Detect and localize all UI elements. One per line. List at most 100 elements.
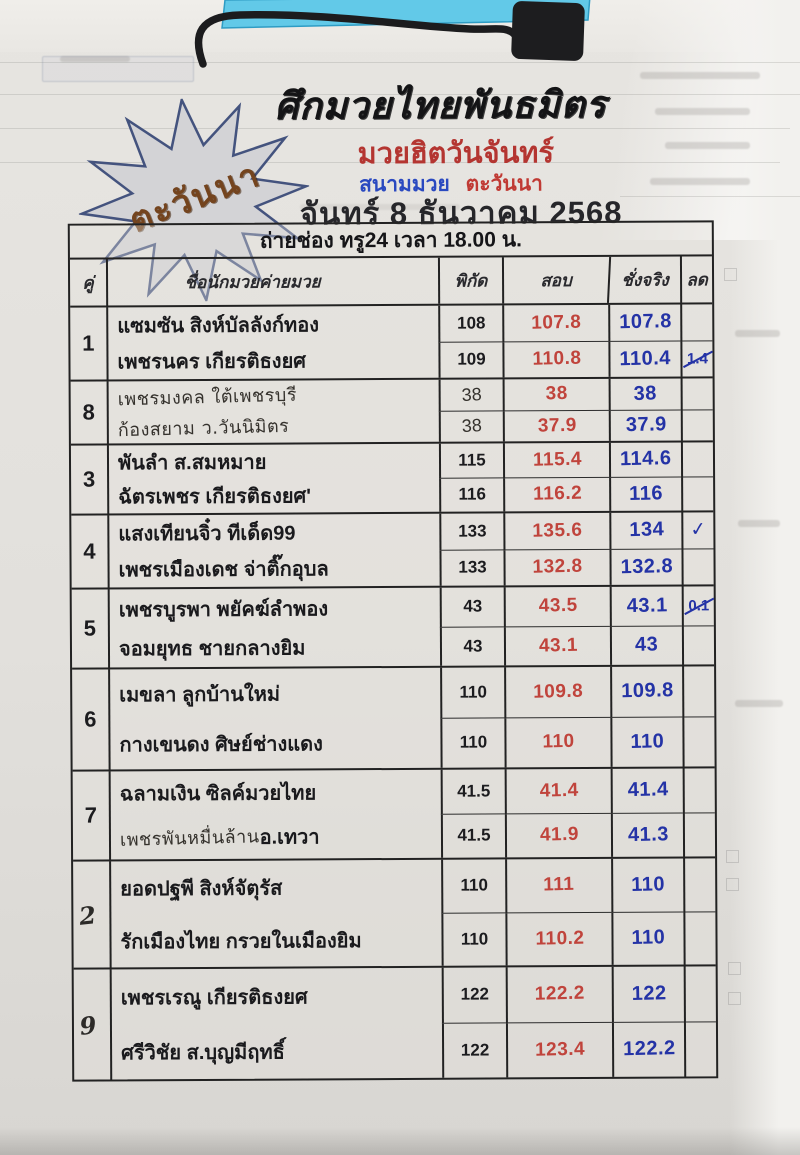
ghost-checkbox: [726, 878, 739, 891]
pair-number: 3: [82, 466, 96, 492]
trial-weight-value: 41.9: [539, 823, 579, 846]
cut-cell: [682, 768, 715, 813]
limit-cell: 43: [439, 626, 505, 666]
trial-weight-cell: 122.2: [505, 966, 612, 1023]
fighter-names-cell: เพชรเรณู เกียรติธงยศ ศรีวิชัย ส.บุญมีฤทธิ…: [109, 967, 443, 1080]
cut-value: 1.4: [685, 349, 710, 368]
fighter-name-printed: อ.เทวา: [259, 826, 320, 849]
ghost-text: [640, 72, 760, 79]
weight-cells: 110 111 110 110 110.2 110: [441, 858, 716, 966]
limit-value: 116: [458, 484, 486, 504]
pair-row: 6 เมขลา ลูกบ้านใหม่ กางเขนดง ศิษย์ช่างแดง 1…: [72, 666, 715, 772]
pair-number: 1: [82, 330, 95, 356]
fighter-name: เพชรพันหมื่นล้าน อ.เทวา: [111, 814, 441, 860]
official-weight-value: 134: [628, 518, 665, 542]
trial-weight-value: 110.8: [531, 347, 582, 370]
weight-cells: 133 135.6 134 ✓ 133 132.8 132.8: [439, 512, 714, 586]
ghost-text: [665, 142, 750, 149]
fighter-name: ฉัตรเพชร เกียรติธงยศ': [109, 478, 439, 514]
fighter-name: เพชรมงคล ใต้เพชรบุรี: [109, 380, 439, 413]
limit-value: 122: [460, 1040, 490, 1060]
fighter-names-cell: แซมซัน สิงห์บัลลังก์ทอง เพชรนคร เกียรติธง…: [106, 305, 439, 380]
trial-weight-cell: 107.8: [502, 304, 609, 342]
pair-number: 6: [84, 706, 97, 732]
fighter-names-cell: ฉลามเงิน ซิลค์มวยไทย เพชรพันหมื่นล้าน อ.เท…: [108, 769, 442, 860]
official-weight-value: 109.8: [620, 679, 674, 703]
fighter-name: กางเขนดง ศิษย์ช่างแดง: [110, 718, 440, 770]
trial-weight-value: 107.8: [531, 311, 582, 334]
fighter-name: ฉลามเงิน ซิลค์มวยไทย: [111, 770, 441, 816]
ghost-checkbox: [724, 268, 737, 281]
fighter-name: เพชรบูรพา พยัคฆ์ลำพอง: [110, 588, 440, 629]
trial-weight-cell: 135.6: [503, 512, 610, 550]
official-weight-cell: 114.6: [608, 442, 682, 478]
fighter-name-printed: ฉัตรเพชร เกียรติธงยศ': [118, 485, 312, 509]
limit-value: 38: [461, 415, 483, 437]
official-weight-cell: 122: [611, 966, 684, 1023]
pair-row: 8 เพชรมงคล ใต้เพชรบุรี ก้องสยาม ว.วันนิมิต…: [70, 378, 713, 446]
trial-weight-cell: 38: [502, 378, 609, 411]
fighter-name-printed: ยอดปฐพี สิงห์จัตุรัส: [120, 877, 283, 900]
limit-value: 38: [461, 383, 483, 405]
trial-weight-value: 116.2: [532, 482, 582, 505]
fighter-name: พันลำ ส.สมหมาย: [109, 444, 439, 480]
weight-cells: 108 107.8 107.8 109 110.8 110.4 1.4: [438, 304, 713, 378]
cut-cell: [681, 476, 714, 511]
fighter-names-cell: พันลำ ส.สมหมายฉัตรเพชร เกียรติธงยศ': [106, 443, 440, 514]
limit-value: 133: [458, 521, 487, 541]
official-weight-value: 43: [635, 633, 659, 657]
limit-cell: 115: [438, 443, 504, 479]
cut-cell: [683, 911, 716, 965]
check-mark: ✓: [689, 518, 708, 542]
ghost-rule: [0, 62, 800, 63]
trial-weight-value: 115.4: [532, 448, 582, 471]
fighter-name: ก้องสยาม ว.วันนิมิตร: [109, 411, 439, 444]
fighter-name: ยอดปฐพี สิงห์จัตุรัส: [111, 860, 441, 915]
ghost-rule: [0, 162, 780, 163]
fighter-names-cell: ยอดปฐพี สิงห์จัตุรัส รักเมืองไทย กรวยในเม…: [109, 859, 442, 968]
limit-value: 43: [463, 636, 483, 656]
fighter-name: เพชรเมืองเดช จ่าติ๊กอุบล: [109, 550, 439, 588]
cut-cell: [680, 378, 713, 410]
limit-cell: 133: [439, 549, 504, 586]
col-boxer-camp: ชื่อนักมวย ค่ายมวย: [105, 257, 439, 306]
pair-number: 9: [78, 1009, 98, 1041]
limit-cell: 110: [440, 717, 505, 768]
cut-cell: [682, 812, 716, 857]
official-weight-value: 122.2: [622, 1037, 676, 1061]
pair-row: 2 ยอดปฐพี สิงห์จัตุรัส รักเมืองไทย กรวยในเ…: [73, 858, 716, 970]
col-pair: คู่: [82, 273, 94, 293]
trial-weight-cell: 109.8: [504, 666, 611, 718]
official-weight-cell: 110: [611, 911, 684, 965]
fighter-name-handwritten: เพชรมงคล ใต้เพชรบุรี: [117, 384, 298, 411]
trial-weight-cell: 41.9: [504, 813, 612, 858]
trial-weight-cell: 43.5: [503, 586, 610, 627]
cut-cell: ✓: [681, 512, 714, 549]
pair-number: 5: [83, 615, 97, 641]
trial-weight-value: 109.8: [532, 680, 584, 703]
trial-weight-cell: 110.2: [505, 912, 612, 966]
trial-weight-value: 43.5: [538, 594, 578, 617]
cut-cell: [682, 716, 715, 767]
official-weight-cell: 134: [609, 512, 682, 550]
official-weight-value: 41.4: [627, 778, 669, 802]
limit-cell: 43: [439, 587, 504, 628]
cut-cell: 0.1: [681, 586, 714, 626]
fighter-name-printed: พันลำ ส.สมหมาย: [117, 451, 267, 475]
trial-weight-value: 122.2: [534, 982, 586, 1005]
limit-cell: 110: [441, 912, 506, 966]
limit-cell: 108: [438, 305, 503, 343]
weight-cells: 110 109.8 109.8 110 110 110: [440, 666, 715, 768]
fighter-name: เพชรนคร เกียรติธงยศ: [108, 342, 438, 380]
clip-clamp: [511, 1, 585, 61]
fighter-name-printed: แสงเทียนจิ๋ว ทีเด็ด99: [118, 522, 296, 546]
fighter-names-cell: เพชรบูรพา พยัคฆ์ลำพอง จอมยุทธ ชายกลางยิม: [107, 587, 441, 668]
trial-weight-value: 123.4: [534, 1038, 586, 1061]
pair-row: 5 เพชรบูรพา พยัคฆ์ลำพอง จอมยุทธ ชายกลางยิม…: [71, 586, 715, 670]
ghost-text: [655, 108, 750, 115]
official-weight-cell: 37.9: [608, 409, 681, 441]
weight-cells: 41.5 41.4 41.4 41.5 41.9 41.3: [440, 768, 716, 858]
fighter-name-printed: เพชรบูรพา พยัคฆ์ลำพอง: [118, 597, 329, 621]
cut-cell: [683, 858, 716, 912]
limit-cell: 109: [438, 341, 503, 378]
